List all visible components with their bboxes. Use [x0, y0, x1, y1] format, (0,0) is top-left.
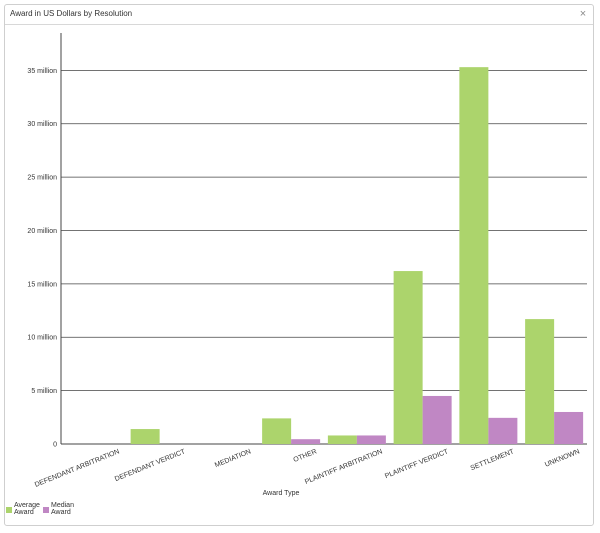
- bar-median-unknown: [554, 411, 584, 444]
- x-axis-title: Award Type: [263, 490, 300, 497]
- y-tick-label: 25 million: [27, 175, 57, 182]
- y-tick-label: 0: [53, 442, 57, 449]
- legend-swatch-median-award: [43, 507, 49, 513]
- window-title: Award in US Dollars by Resolution: [10, 9, 133, 18]
- legend-label-line2: Award: [51, 509, 71, 516]
- bar-average-unknown: [525, 319, 555, 444]
- y-tick-label: 20 million: [27, 228, 57, 235]
- y-tick-label: 15 million: [27, 281, 57, 288]
- y-tick-label: 5 million: [31, 388, 57, 395]
- x-tick-label: PLAINTIFF VERDICT: [384, 448, 450, 480]
- close-icon[interactable]: ×: [579, 8, 587, 20]
- legend-label-median-award: Median Award: [51, 502, 83, 516]
- bar-average-plaintiff-arbitration: [327, 435, 357, 444]
- x-tick-label: OTHER: [293, 448, 318, 464]
- y-tick-label: 30 million: [27, 121, 57, 128]
- bar-average-other: [262, 418, 292, 444]
- bar-average-plaintiff-verdict: [393, 271, 423, 444]
- x-tick-label: UNKNOWN: [544, 448, 581, 468]
- y-tick-label: 10 million: [27, 335, 57, 342]
- bar-average-settlement: [459, 67, 489, 444]
- legend-label-average-award: Average Award: [14, 502, 46, 516]
- bar-median-other: [291, 439, 321, 444]
- bar-median-plaintiff-verdict: [422, 395, 452, 444]
- x-tick-label: SETTLEMENT: [470, 448, 516, 472]
- x-tick-label: DEFENDANT ARBITRATION: [34, 448, 121, 488]
- bar-median-settlement: [488, 417, 518, 444]
- bar-average-defendant-verdict: [130, 429, 160, 444]
- x-tick-label: MEDIATION: [214, 448, 252, 469]
- legend-label-line2: Award: [14, 509, 34, 516]
- window-titlebar: Award in US Dollars by Resolution ×: [5, 5, 593, 25]
- x-tick-label: DEFENDANT VERDICT: [114, 448, 187, 483]
- y-tick-label: 35 million: [27, 68, 57, 75]
- legend-swatch-average-award: [6, 507, 12, 513]
- legend-label-line1: Median: [51, 502, 74, 509]
- legend-label-line1: Average: [14, 502, 40, 509]
- bar-median-plaintiff-arbitration: [356, 435, 386, 444]
